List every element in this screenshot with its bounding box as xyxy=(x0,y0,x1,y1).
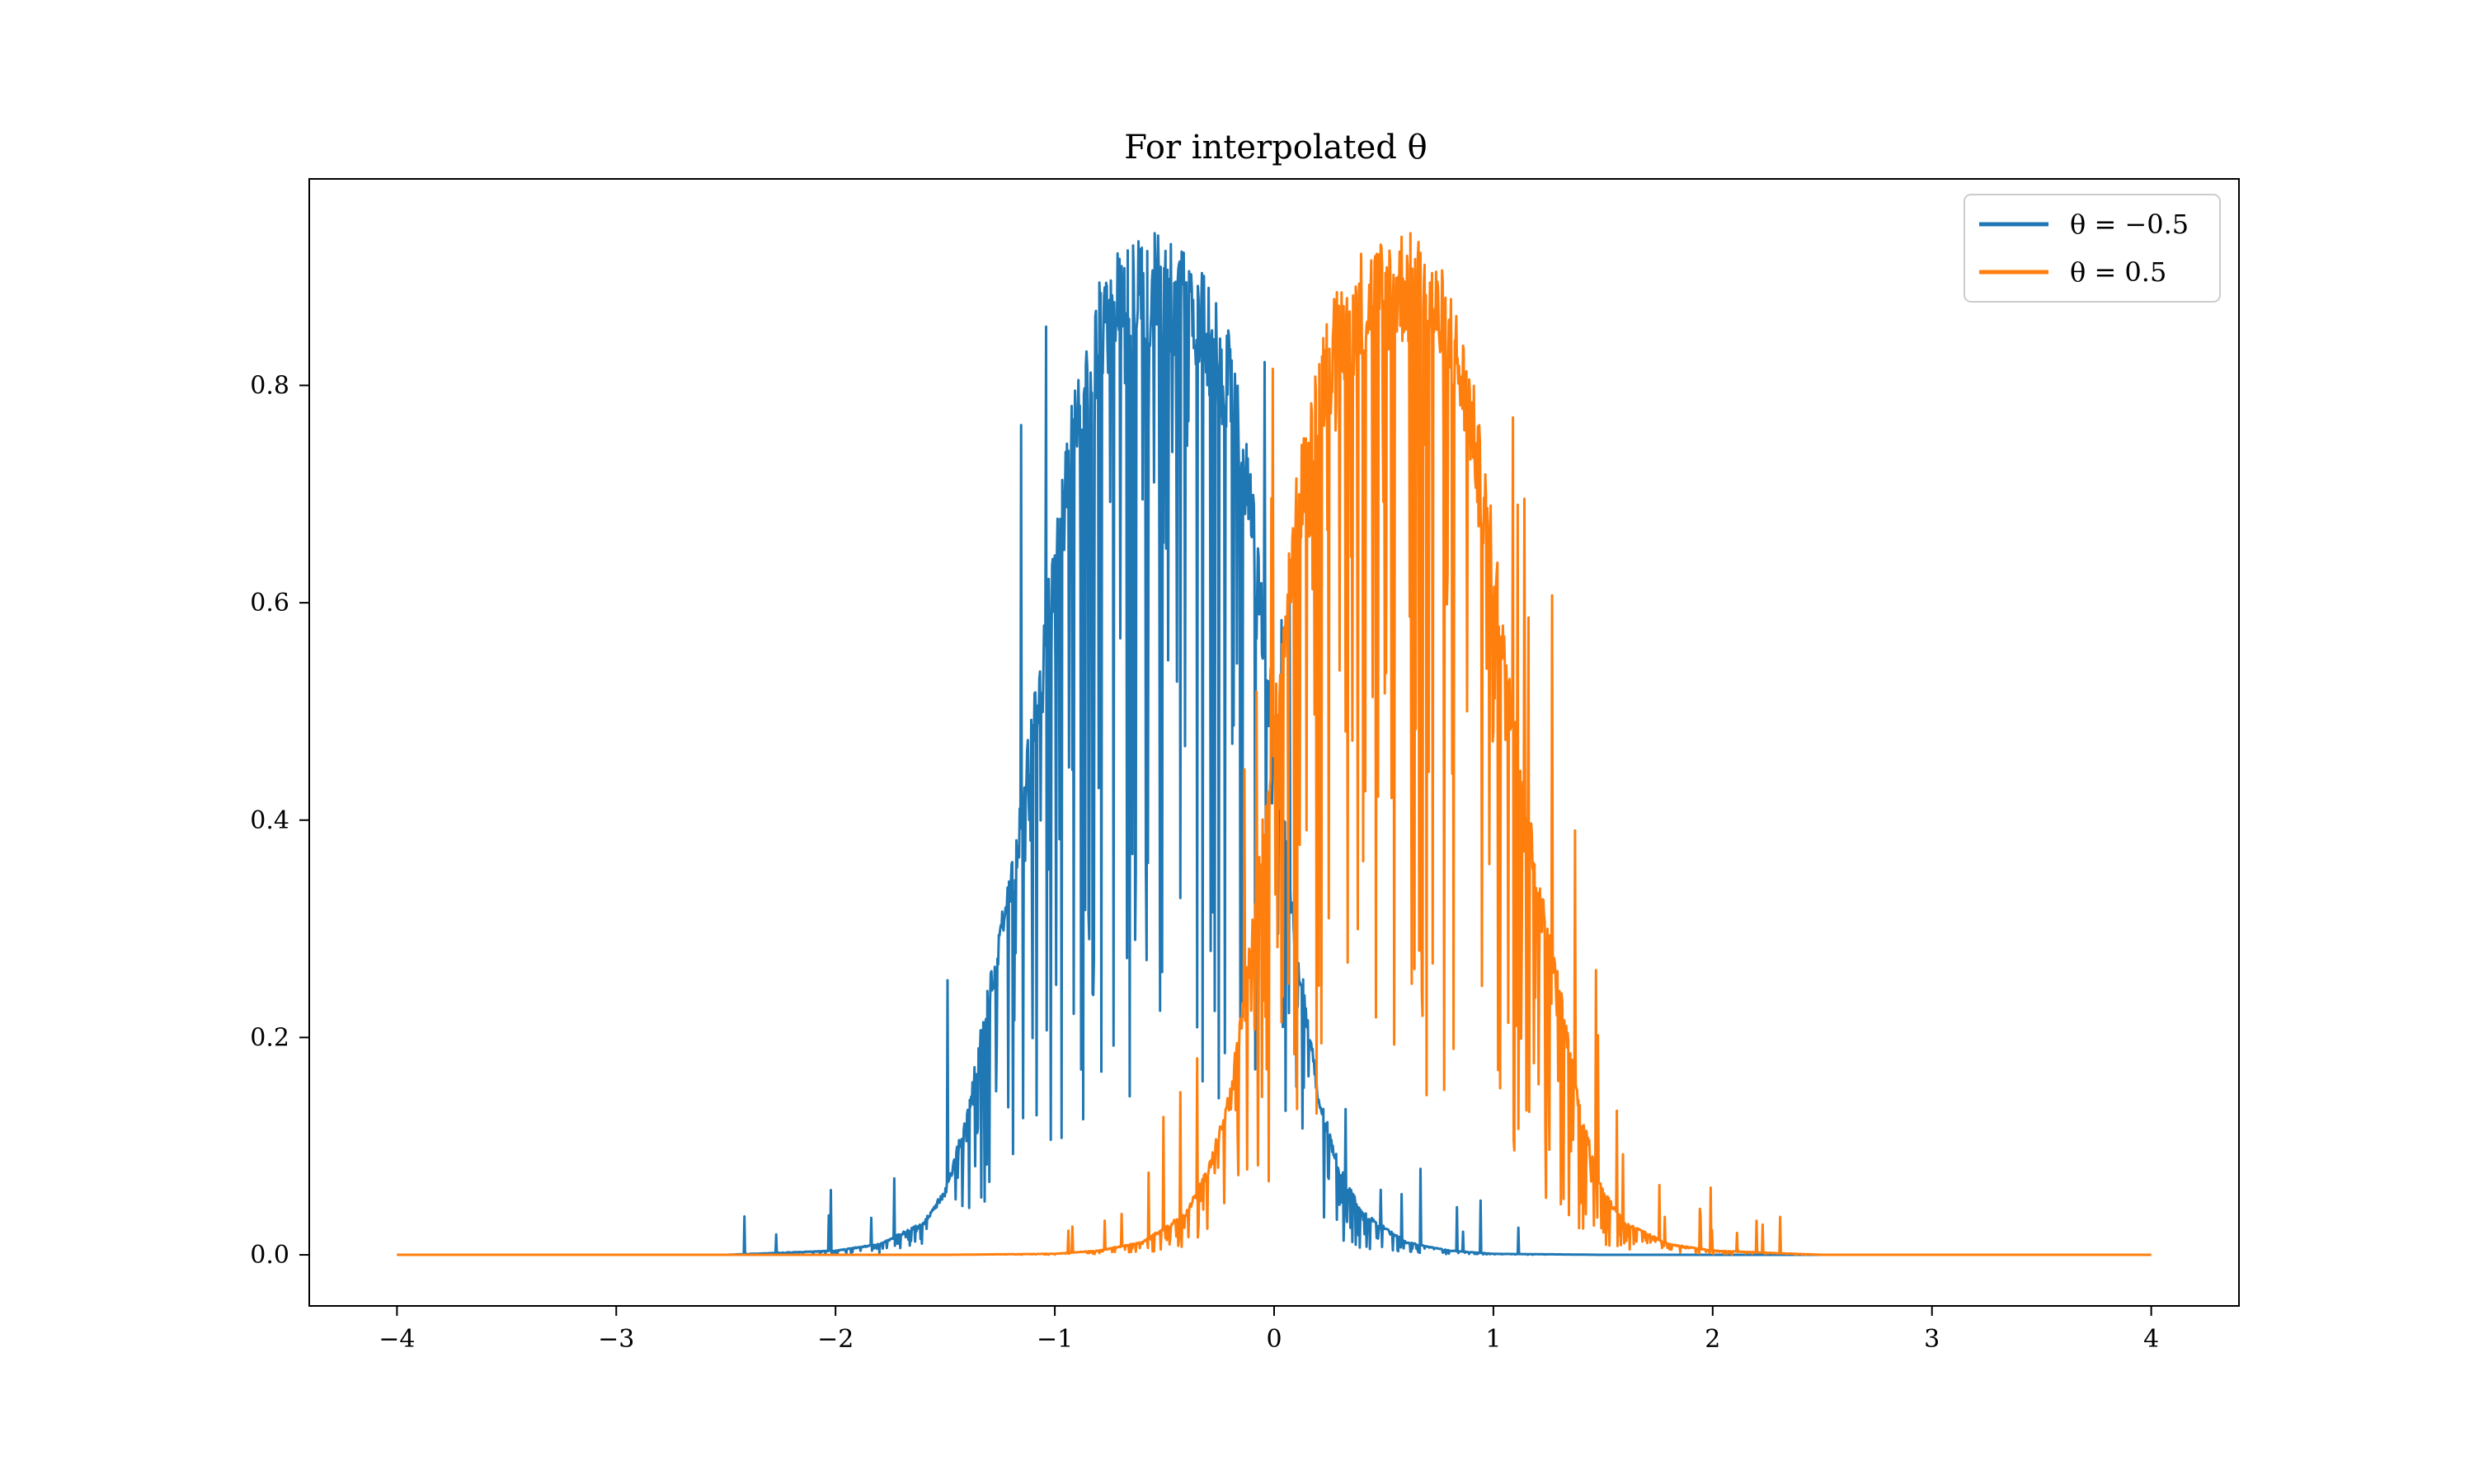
series-layer xyxy=(396,232,2152,1256)
y-tick-label: 0.4 xyxy=(250,806,289,835)
legend-label-series-2: θ = 0.5 xyxy=(2070,256,2166,288)
y-tick-label: 0.2 xyxy=(250,1023,289,1052)
x-tick-label: −2 xyxy=(817,1325,854,1354)
x-tick-label: 0 xyxy=(1266,1325,1282,1354)
x-tick-label: −4 xyxy=(379,1325,415,1354)
x-tick-label: −3 xyxy=(598,1325,634,1354)
legend-label-series-1: θ = −0.5 xyxy=(2070,209,2189,240)
y-axis: 0.0 0.2 0.4 0.6 0.8 xyxy=(250,371,309,1270)
legend: θ = −0.5 θ = 0.5 xyxy=(1964,194,2221,303)
y-tick-label: 0.6 xyxy=(250,589,289,618)
y-tick-label: 0.0 xyxy=(250,1241,289,1270)
x-tick-label: 2 xyxy=(1705,1325,1720,1354)
chart-title: For interpolated θ xyxy=(1124,129,1427,167)
x-tick-label: 3 xyxy=(1924,1325,1940,1354)
y-tick-label: 0.8 xyxy=(250,371,289,400)
x-tick-label: −1 xyxy=(1037,1325,1073,1354)
x-tick-label: 1 xyxy=(1485,1325,1501,1354)
x-axis: −4 −3 −2 −1 0 1 2 3 4 xyxy=(379,1306,2159,1354)
x-tick-label: 4 xyxy=(2143,1325,2159,1354)
legend-box xyxy=(1964,194,2221,303)
series-line-2 xyxy=(396,232,2152,1256)
